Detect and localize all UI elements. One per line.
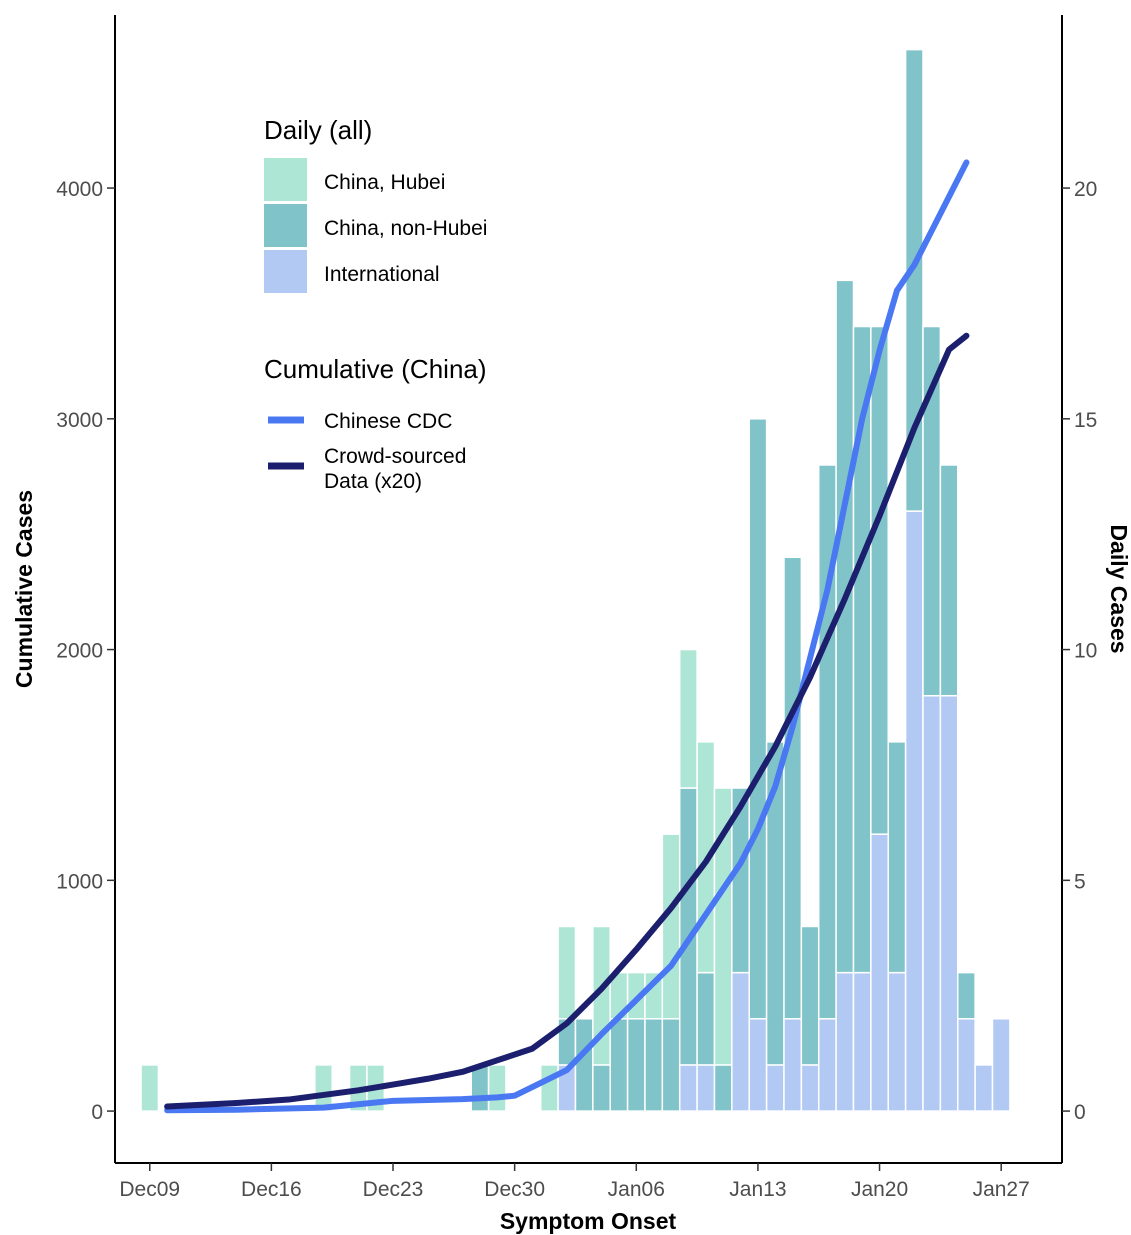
daily-bar-china-non-hubei-jan14 [748,418,768,1020]
legend-label-non-hubei: China, non-Hubei [324,217,487,240]
right-y-axis-title: Daily Cases [1106,524,1131,653]
legend: Daily (all) China, Hubei China, non-Hube… [264,115,487,493]
daily-bar-china-non-hubei-jan21 [870,325,889,835]
daily-bar-china-non-hubei-jan12 [713,1064,733,1112]
legend-swatch-international [264,250,307,293]
daily-bar-international-jan19 [835,971,855,1112]
legend-label-crowd-line2: Data (x20) [324,470,422,493]
x-tick-label: Jan27 [973,1178,1030,1201]
cumulative-line-crowd-sourced [164,332,970,1110]
daily-bar-international-jan23 [904,510,924,1112]
daily-bar-china-non-hubei-jan19 [835,279,855,974]
daily-bar-china-hubei-jan09 [661,833,681,1020]
daily-bar-international-jan17 [800,1064,820,1112]
x-tick-label: Jan06 [608,1178,665,1201]
right-y-tick-label: 5 [1074,870,1086,893]
daily-bar-china-hubei-dec30 [487,1064,507,1112]
axes-ticks-layer: Dec09 Dec16 Dec23 Dec30 Jan06 Jan13 Jan20 Jan27… [56,178,1097,1201]
x-tick-label: Dec09 [119,1178,180,1201]
daily-bar-china-non-hubei-jan06 [609,1018,629,1112]
right-y-tick-label: 10 [1074,640,1097,663]
daily-bar-international-jan22 [887,971,907,1112]
x-tick-label: Dec16 [241,1178,302,1201]
daily-bar-china-hubei-dec19 [314,1064,333,1112]
daily-bar-china-non-hubei-jan04 [574,1018,594,1112]
daily-bar-international-jan11 [696,1064,716,1112]
left-y-axis-title: Cumulative Cases [11,490,37,688]
daily-bar-china-non-hubei-jan16 [783,556,803,1020]
daily-bar-international-jan15 [765,1064,785,1112]
daily-bar-international-jan16 [783,1018,803,1112]
daily-bar-international-jan14 [748,1018,768,1112]
daily-bar-china-non-hubei-jan25 [939,464,959,697]
daily-bar-china-non-hubei-dec29 [470,1064,490,1112]
legend-label-cdc: Chinese CDC [324,410,452,433]
daily-bar-china-non-hubei-jan09 [661,1018,681,1112]
daily-bar-international-jan26 [956,1018,976,1112]
left-y-tick-label: 3000 [56,409,103,432]
daily-bar-international-jan13 [731,971,750,1112]
legend-swatch-hubei [264,158,307,201]
daily-bar-international-jan27 [974,1064,994,1112]
daily-bar-international-jan24 [922,694,942,1112]
x-tick-label: Jan13 [729,1178,786,1201]
legend-label-hubei: China, Hubei [324,171,445,194]
daily-bars-layer [140,48,1011,1112]
daily-bar-international-jan28 [991,1018,1011,1112]
left-y-tick-label: 1000 [56,870,103,893]
right-y-tick-label: 0 [1074,1101,1086,1124]
daily-bar-china-hubei-jan03 [557,925,577,1020]
right-y-tick-label: 20 [1074,178,1097,201]
daily-bar-china-hubei-jan02 [539,1064,559,1112]
daily-bar-international-jan20 [852,971,872,1112]
right-y-tick-label: 15 [1074,409,1097,432]
legend-swatch-non-hubei [264,204,307,247]
daily-bar-china-non-hubei-jan08 [644,1018,664,1112]
daily-bar-international-jan18 [817,1018,837,1112]
daily-bar-china-non-hubei-jan07 [626,1018,646,1112]
daily-bar-china-non-hubei-jan26 [956,971,976,1020]
legend-daily-title: Daily (all) [264,115,372,145]
left-y-tick-label: 0 [91,1101,103,1124]
daily-bar-china-hubei-dec09 [140,1064,160,1112]
left-y-tick-label: 4000 [56,178,103,201]
x-tick-label: Jan20 [851,1178,908,1201]
daily-bar-china-hubei-jan10 [678,648,698,789]
legend-label-international: International [324,263,440,286]
legend-cumulative-title: Cumulative (China) [264,354,487,384]
cumulative-line-chinese-cdc [164,159,970,1114]
daily-bar-china-non-hubei-jan05 [592,1064,611,1112]
x-tick-label: Dec23 [363,1178,424,1201]
daily-bar-international-jan21 [870,833,889,1112]
daily-bar-china-non-hubei-jan11 [696,971,716,1066]
left-y-tick-label: 2000 [56,640,103,663]
x-axis-title: Symptom Onset [500,1208,677,1234]
cumulative-lines-layer [164,159,970,1114]
daily-bar-international-jan25 [939,694,959,1112]
daily-bar-international-jan10 [678,1064,698,1112]
legend-label-crowd-line1: Crowd-sourced [324,445,466,468]
daily-bar-china-non-hubei-jan17 [800,925,820,1066]
daily-bar-china-non-hubei-jan22 [887,741,907,974]
x-tick-label: Dec30 [484,1178,545,1201]
